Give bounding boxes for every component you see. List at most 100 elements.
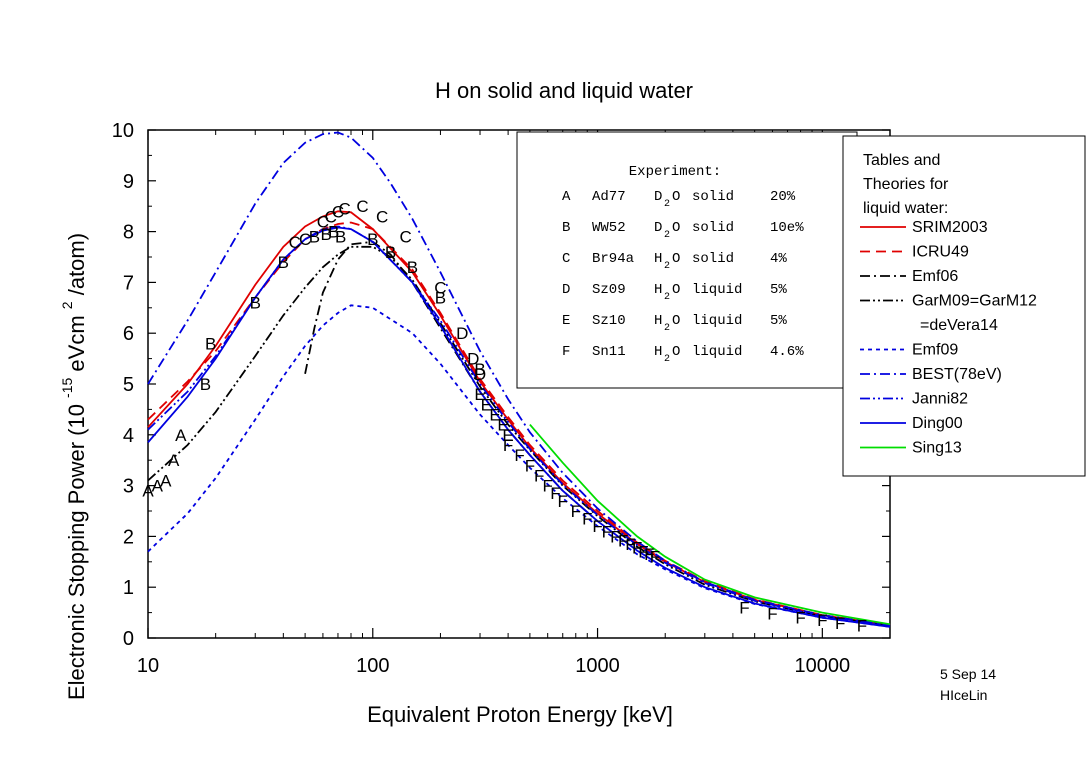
- x-tick-label: 1000: [575, 655, 620, 677]
- x-tick-label: 10000: [795, 655, 851, 677]
- series-line-emf09: [147, 304, 891, 628]
- point-c: C: [339, 200, 351, 219]
- x-tick-label: 100: [356, 655, 389, 677]
- point-a: A: [175, 426, 187, 445]
- row-subscript: 2: [664, 261, 670, 272]
- y-tick-label: 9: [123, 171, 134, 193]
- y-axis-label-end: /atom): [64, 233, 89, 295]
- row-molecule-end: O: [672, 282, 680, 298]
- y-tick-label: 7: [123, 272, 134, 294]
- legend-label: Sing13: [912, 440, 962, 457]
- row-ref: Br94a: [592, 251, 634, 267]
- row-key: E: [562, 313, 570, 329]
- point-f: F: [817, 611, 827, 630]
- point-c: C: [317, 212, 329, 231]
- point-c: C: [332, 202, 344, 221]
- point-c: C: [434, 278, 446, 297]
- series-line-sing13: [529, 424, 891, 626]
- y-tick-label: 8: [123, 222, 134, 244]
- legend-label: Ding00: [912, 415, 963, 432]
- row-phase: solid: [692, 251, 734, 267]
- y-axis-label-main: Electronic Stopping Power (10: [64, 404, 89, 700]
- row-subscript: 2: [664, 354, 670, 365]
- row-subscript: 2: [664, 323, 670, 334]
- point-e: E: [497, 416, 508, 435]
- series-line-garm09-garm12: [147, 245, 891, 627]
- series-line-ding00: [147, 226, 891, 628]
- point-f: F: [857, 616, 867, 635]
- point-c: C: [289, 233, 301, 252]
- row-molecule: H: [654, 251, 662, 267]
- point-c: C: [325, 207, 337, 226]
- point-f: F: [650, 548, 660, 567]
- y-tick-label: 5: [123, 374, 134, 396]
- y-tick-label: 2: [123, 526, 134, 548]
- point-a: A: [168, 451, 180, 470]
- point-b: B: [278, 253, 289, 272]
- footer-date: 5 Sep 14: [940, 666, 996, 682]
- point-b: B: [474, 360, 485, 379]
- row-molecule: H: [654, 282, 662, 298]
- row-subscript: 2: [664, 230, 670, 241]
- point-b: B: [309, 228, 320, 247]
- row-ref: WW52: [592, 220, 626, 236]
- point-f: F: [514, 446, 524, 465]
- y-axis-label-exp2: 2: [59, 301, 75, 309]
- y-axis-label: Electronic Stopping Power (10 -15 eVcm 2…: [52, 233, 89, 700]
- row-subscript: 2: [664, 292, 670, 303]
- y-tick-label: 1: [123, 577, 134, 599]
- row-key: A: [562, 189, 571, 205]
- point-b: B: [435, 289, 446, 308]
- row-molecule-end: O: [672, 189, 680, 205]
- point-f: F: [644, 545, 654, 564]
- row-ref: Sz09: [592, 282, 626, 298]
- point-e: E: [489, 405, 500, 424]
- point-f: F: [618, 531, 628, 550]
- point-e: E: [474, 385, 485, 404]
- point-d: D: [456, 324, 468, 343]
- point-f: F: [592, 517, 602, 536]
- row-key: F: [562, 344, 570, 360]
- point-f: F: [632, 539, 642, 558]
- legend-label: BEST(78eV): [912, 366, 1002, 383]
- point-b: B: [250, 294, 261, 313]
- point-a: A: [152, 477, 164, 496]
- legend-label-continued: =deVera14: [920, 317, 998, 334]
- row-molecule-end: O: [672, 251, 680, 267]
- row-molecule: D: [654, 220, 662, 236]
- row-key: C: [562, 251, 570, 267]
- row-error: 10e%: [770, 220, 804, 236]
- row-key: B: [562, 220, 570, 236]
- point-f: F: [542, 477, 552, 496]
- row-ref: Ad77: [592, 189, 626, 205]
- legend-title-2: Theories for: [863, 176, 949, 193]
- row-phase: liquid: [692, 282, 742, 298]
- legend-label: Janni82: [912, 391, 968, 408]
- row-phase: solid: [692, 189, 734, 205]
- experiment-box-frame: [516, 131, 858, 389]
- row-phase: solid: [692, 220, 734, 236]
- point-f: F: [795, 609, 805, 628]
- point-b: B: [407, 258, 418, 277]
- point-b: B: [205, 334, 216, 353]
- point-f: F: [610, 527, 620, 546]
- row-molecule-end: O: [672, 313, 680, 329]
- legend: Tables and Theories for liquid water: SR…: [842, 135, 1086, 477]
- point-c: C: [376, 207, 388, 226]
- point-d: D: [467, 350, 479, 369]
- y-axis-label-exp: -15: [59, 377, 75, 397]
- point-b: B: [367, 230, 378, 249]
- experiment-header: Experiment:: [629, 164, 721, 180]
- point-e: E: [481, 395, 492, 414]
- legend-label: SRIM2003: [912, 219, 988, 236]
- row-error: 5%: [770, 313, 787, 329]
- point-c: C: [399, 228, 411, 247]
